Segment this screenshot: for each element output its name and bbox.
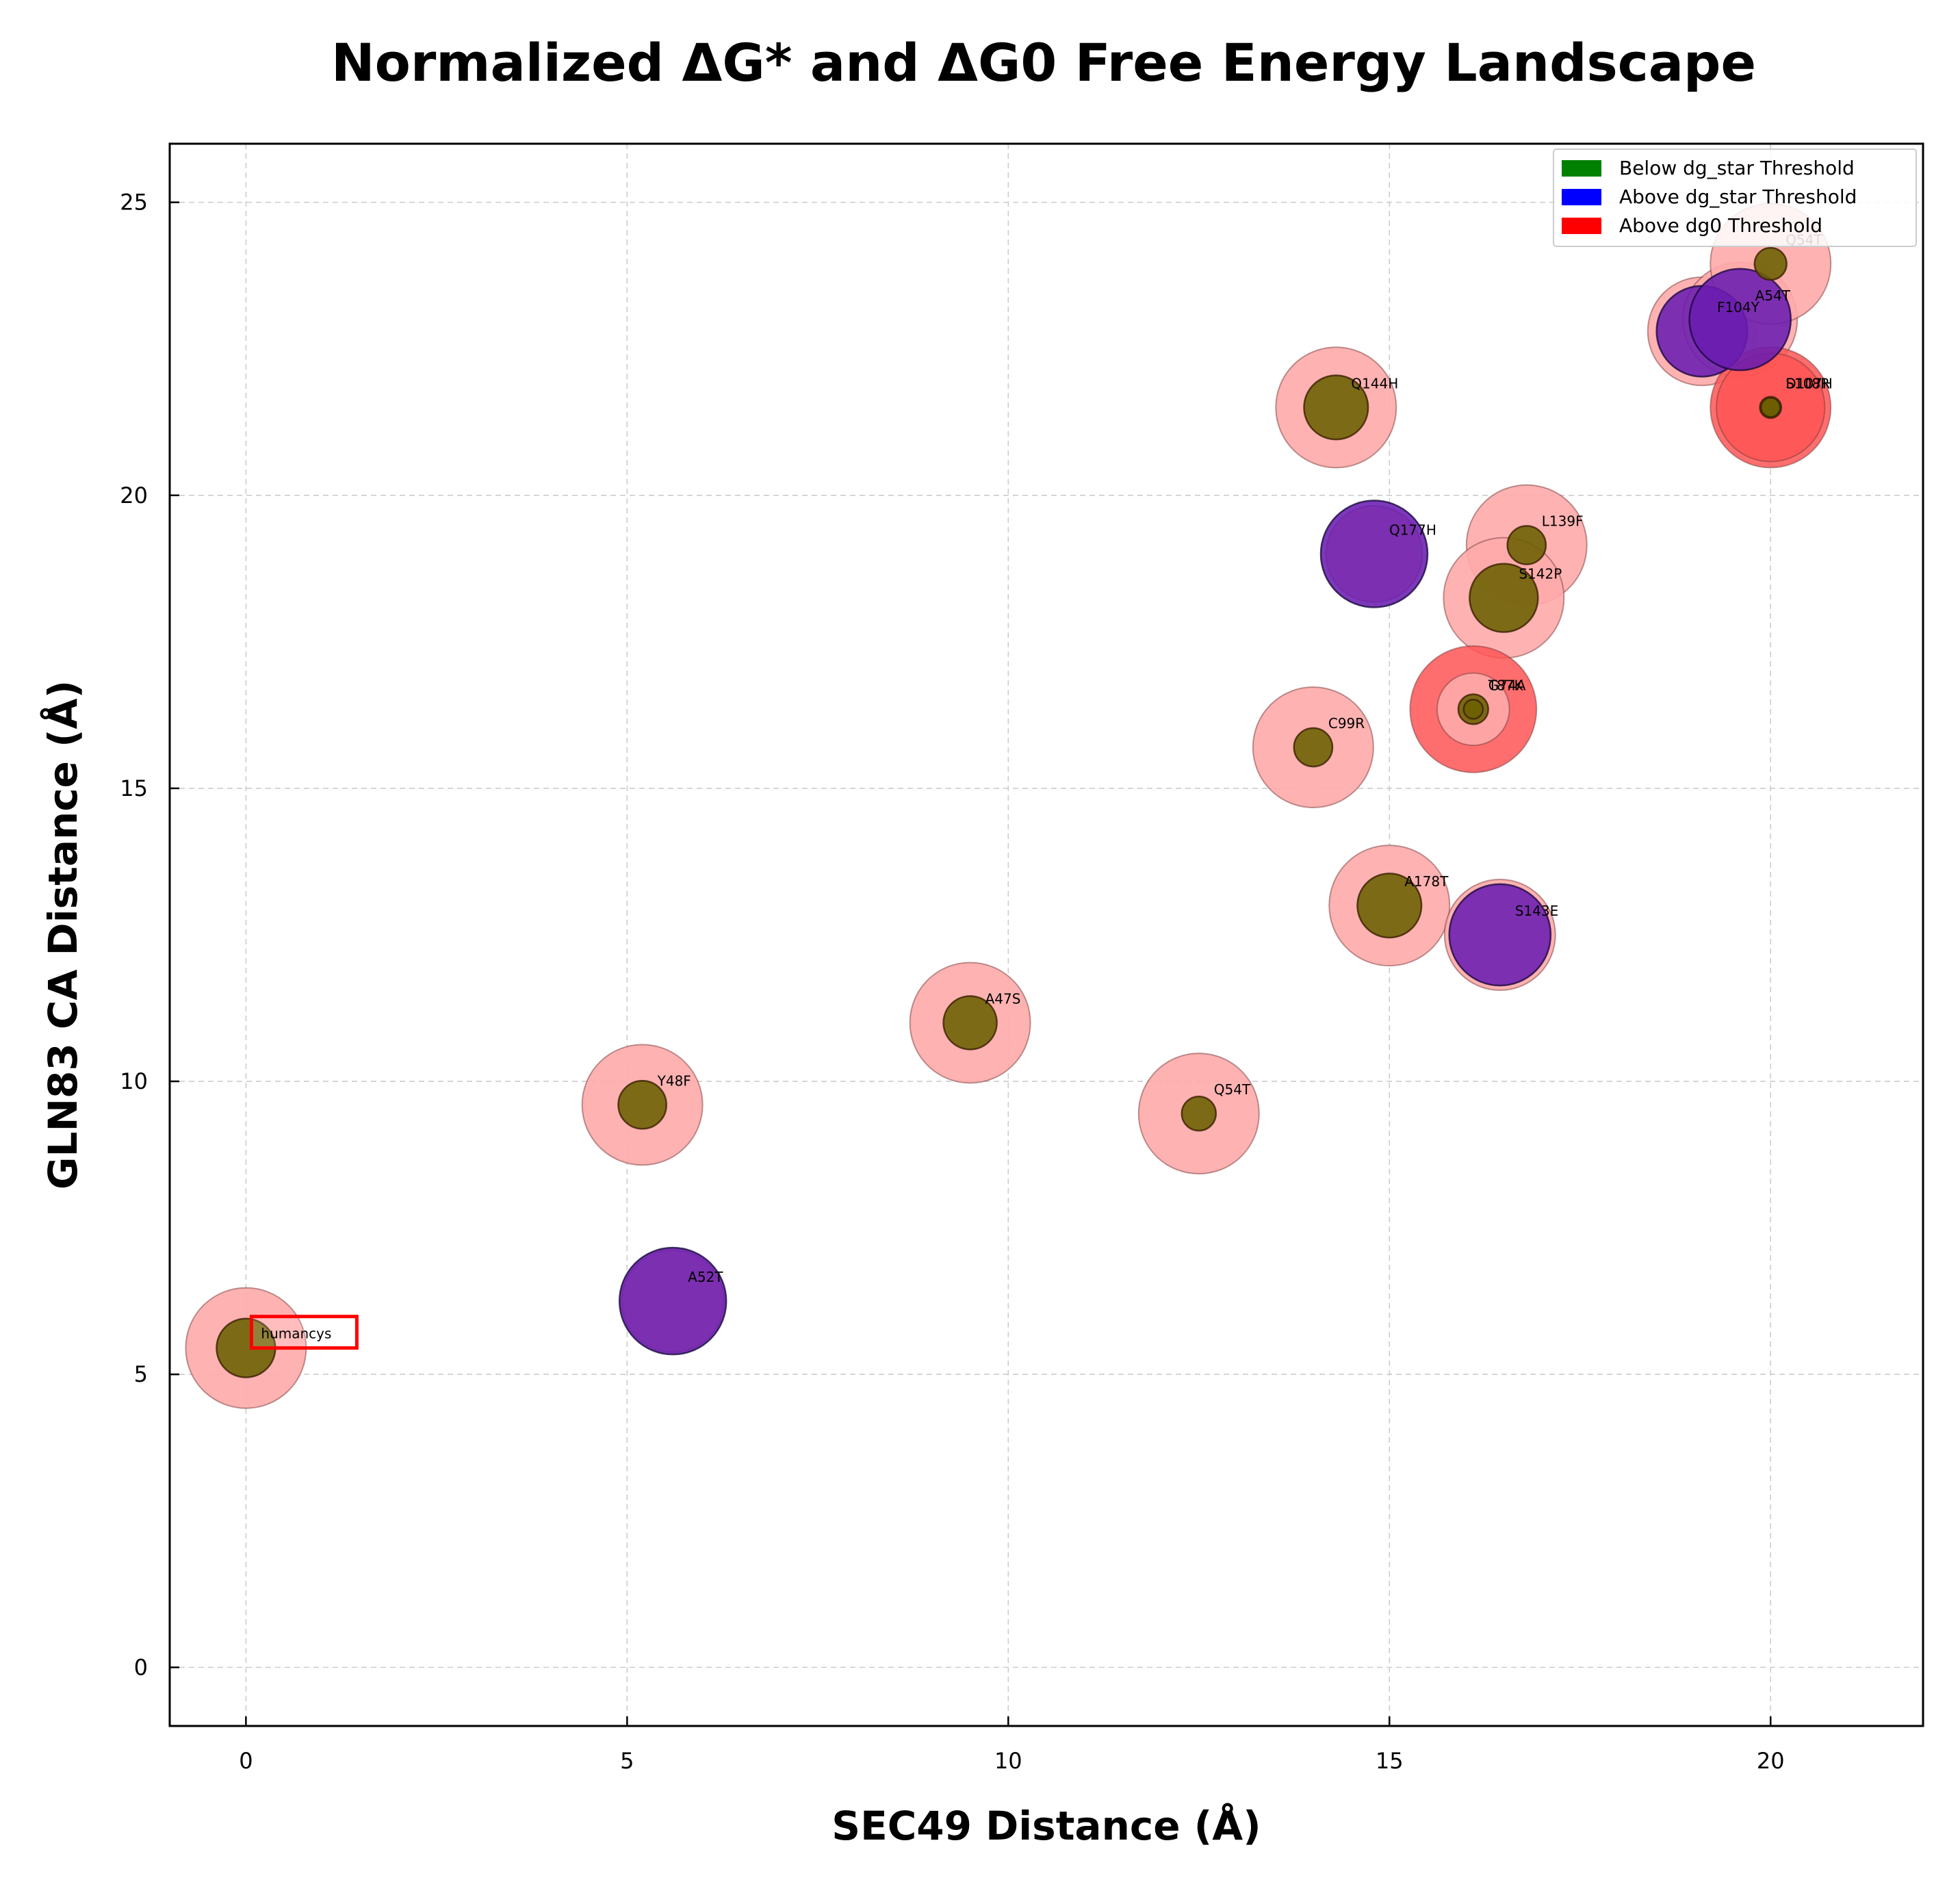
x-tick-label: 5 <box>620 1748 634 1774</box>
point-label: C99R <box>1328 715 1365 732</box>
dg-star-bubble <box>1319 500 1429 608</box>
dg-star-bubble <box>1506 525 1547 565</box>
legend-swatch <box>1562 160 1601 177</box>
dg-star-bubble <box>617 1079 667 1130</box>
x-tick-label: 15 <box>1376 1748 1404 1774</box>
dg-star-bubble <box>1303 374 1369 441</box>
y-tick-label: 10 <box>120 1068 148 1094</box>
dg-star-bubble <box>1293 727 1334 768</box>
dg-star-bubble <box>1688 268 1792 372</box>
y-axis-ticks: 0 5 10 15 20 25 <box>120 190 179 1680</box>
point-label: humancys <box>261 1326 331 1342</box>
dg-star-bubble <box>1759 397 1781 418</box>
point-label: A54T <box>1755 287 1791 304</box>
point-label: S108R <box>1785 375 1830 391</box>
point-label: Y48F <box>657 1072 691 1089</box>
point-label: Q144H <box>1351 375 1398 391</box>
point-label: S143E <box>1515 903 1559 919</box>
chart-title: Normalized ΔG* and ΔG0 Free Energy Lands… <box>331 32 1756 93</box>
x-axis-label: SEC49 Distance (Å) <box>831 1802 1261 1849</box>
dg-star-bubble <box>1356 873 1423 939</box>
point-label: Q54T <box>1214 1081 1251 1098</box>
y-tick-label: 20 <box>120 482 148 508</box>
legend-swatch <box>1562 218 1601 234</box>
point-label: F104Y <box>1717 299 1760 315</box>
dg-star-bubble <box>618 1246 727 1356</box>
bubbles <box>185 203 1832 1409</box>
plot-frame <box>168 142 1924 1727</box>
y-tick-label: 0 <box>134 1654 148 1680</box>
legend-label: Above dg_star Threshold <box>1619 185 1857 208</box>
dg-star-bubble <box>1469 563 1539 633</box>
point-label: A52T <box>688 1269 723 1285</box>
dg-star-bubble <box>1448 883 1552 987</box>
dg-star-bubble <box>942 995 998 1050</box>
x-axis-ticks: 0 5 10 15 20 <box>239 1716 1785 1774</box>
point-label: A178T <box>1404 873 1449 890</box>
x-tick-label: 0 <box>239 1748 253 1774</box>
legend-swatch <box>1562 189 1601 205</box>
point-label: G74A <box>1488 677 1526 693</box>
dg-star-bubble <box>1462 699 1484 720</box>
point-label: L139F <box>1542 513 1584 530</box>
y-tick-label: 5 <box>134 1361 148 1387</box>
legend-label: Above dg0 Threshold <box>1619 214 1822 237</box>
x-tick-label: 20 <box>1757 1748 1785 1774</box>
point-label: A47S <box>985 990 1021 1007</box>
point-label: S142P <box>1519 566 1562 582</box>
point-label: T87K <box>1488 677 1524 693</box>
y-tick-label: 25 <box>120 190 148 216</box>
legend: Below dg_star Threshold Above dg_star Thr… <box>1553 149 1917 247</box>
legend-label: Below dg_star Threshold <box>1619 157 1855 179</box>
dg-star-bubble <box>1181 1095 1217 1132</box>
dg-star-bubble <box>1753 246 1788 281</box>
legend-box <box>1553 149 1917 247</box>
highlight-box <box>249 1315 359 1350</box>
x-tick-label: 10 <box>994 1748 1022 1774</box>
y-tick-label: 15 <box>120 775 148 801</box>
point-label: D107H <box>1785 375 1833 391</box>
point-label: Q177H <box>1389 521 1436 538</box>
y-axis-label: GLN83 CA Distance (Å) <box>39 680 86 1189</box>
